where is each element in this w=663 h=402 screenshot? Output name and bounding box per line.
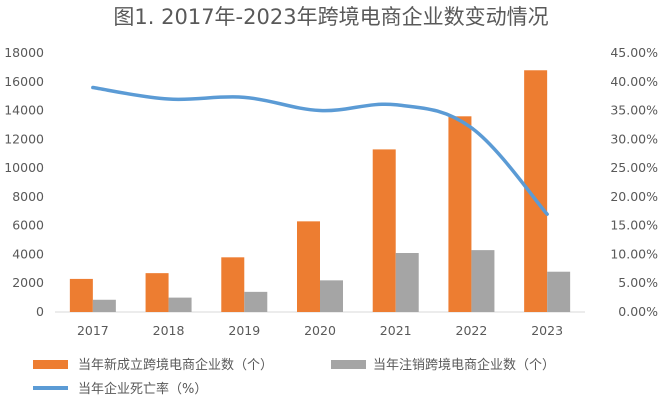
y-right-tick-label: 25.00% <box>610 160 658 175</box>
bar-new-companies <box>145 273 169 312</box>
y-left-tick-label: 6000 <box>12 218 44 233</box>
chart-title: 图1. 2017年-2023年跨境电商企业数变动情况 <box>113 5 548 29</box>
x-tick-label: 2020 <box>304 323 336 338</box>
bar-closed-companies <box>395 253 419 312</box>
y-left-tick-label: 12000 <box>4 131 44 146</box>
y-right-tick-label: 40.00% <box>610 74 658 89</box>
bar-new-companies <box>297 221 320 312</box>
bar-new-companies <box>372 149 396 312</box>
y-left-tick-label: 18000 <box>4 45 44 60</box>
y-right-tick-label: 5.00% <box>618 275 658 290</box>
bar-new-companies <box>448 116 472 312</box>
x-tick-label: 2023 <box>531 323 563 338</box>
line-death-rate <box>91 85 549 216</box>
y-right-tick-label: 30.00% <box>610 131 658 146</box>
bar-closed-companies <box>92 299 116 312</box>
y-right-tick-label: 45.00% <box>610 45 658 60</box>
bar-closed-companies <box>320 280 343 312</box>
y-left-tick-label: 4000 <box>12 246 44 261</box>
y-left-tick-label: 2000 <box>12 275 44 290</box>
legend-label-rate: 当年企业死亡率（%） <box>78 381 207 397</box>
x-tick-label: 2021 <box>380 323 412 338</box>
y-right-tick-label: 15.00% <box>610 218 658 233</box>
y-left-tick-label: 10000 <box>4 160 44 175</box>
legend-swatch-closed <box>331 360 366 369</box>
x-tick-label: 2018 <box>153 323 185 338</box>
bar-new-companies <box>221 257 245 312</box>
axes: 0 2000 4000 6000 8000 10000 12000 14000 16000 180… <box>4 45 658 338</box>
bar-closed-companies <box>547 271 571 312</box>
line-series <box>91 85 549 216</box>
bar-new-companies <box>69 278 93 312</box>
y-left-tick-label: 0 <box>36 304 44 319</box>
x-tick-label: 2022 <box>456 323 488 338</box>
bars <box>69 70 571 313</box>
y-right-tick-label: 10.00% <box>610 246 658 261</box>
bar-new-companies <box>524 70 548 313</box>
y-right-tick-label: 0.00% <box>618 304 658 319</box>
bar-closed-companies <box>244 291 268 312</box>
y-left-tick-label: 16000 <box>4 74 44 89</box>
x-tick-label: 2019 <box>228 323 260 338</box>
y-left-tick-label: 8000 <box>12 189 44 204</box>
x-tick-label: 2017 <box>77 323 109 338</box>
y-left-tick-label: 14000 <box>4 103 44 118</box>
y-right-tick-label: 20.00% <box>610 189 658 204</box>
legend: 当年新成立跨境电商企业数（个） 当年注销跨境电商企业数（个） 当年企业死亡率（%… <box>33 357 555 397</box>
bar-closed-companies <box>168 297 192 312</box>
legend-label-closed: 当年注销跨境电商企业数（个） <box>373 357 555 373</box>
legend-swatch-new <box>33 360 68 369</box>
bar-closed-companies <box>471 250 495 312</box>
y-right-tick-label: 35.00% <box>610 103 658 118</box>
legend-label-new: 当年新成立跨境电商企业数（个） <box>78 357 273 373</box>
